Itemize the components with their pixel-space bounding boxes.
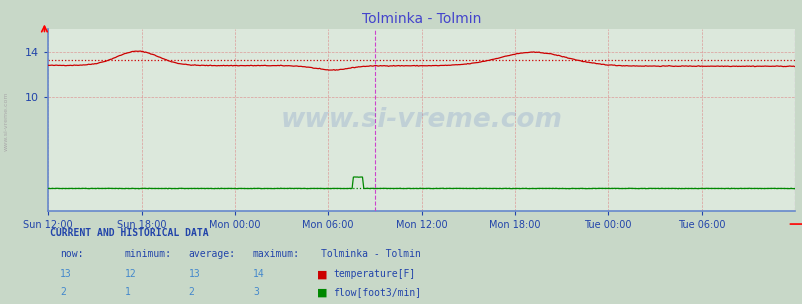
Text: CURRENT AND HISTORICAL DATA: CURRENT AND HISTORICAL DATA [50, 228, 209, 238]
Text: average:: average: [188, 249, 236, 259]
Text: minimum:: minimum: [124, 249, 172, 259]
Text: 14: 14 [253, 269, 265, 279]
Text: ■: ■ [317, 270, 327, 280]
Text: www.si-vreme.com: www.si-vreme.com [280, 107, 562, 133]
Text: now:: now: [60, 249, 83, 259]
Text: flow[foot3/min]: flow[foot3/min] [333, 287, 421, 297]
Text: 2: 2 [188, 287, 194, 297]
Text: 3: 3 [253, 287, 258, 297]
Text: 13: 13 [188, 269, 200, 279]
Text: maximum:: maximum: [253, 249, 300, 259]
Title: Tolminka - Tolmin: Tolminka - Tolmin [362, 12, 480, 26]
Text: www.si-vreme.com: www.si-vreme.com [4, 92, 9, 151]
Text: 12: 12 [124, 269, 136, 279]
Text: temperature[F]: temperature[F] [333, 269, 415, 279]
Text: 2: 2 [60, 287, 66, 297]
Text: 1: 1 [124, 287, 130, 297]
Text: 13: 13 [60, 269, 72, 279]
Text: Tolminka - Tolmin: Tolminka - Tolmin [321, 249, 420, 259]
Text: ■: ■ [317, 288, 327, 298]
